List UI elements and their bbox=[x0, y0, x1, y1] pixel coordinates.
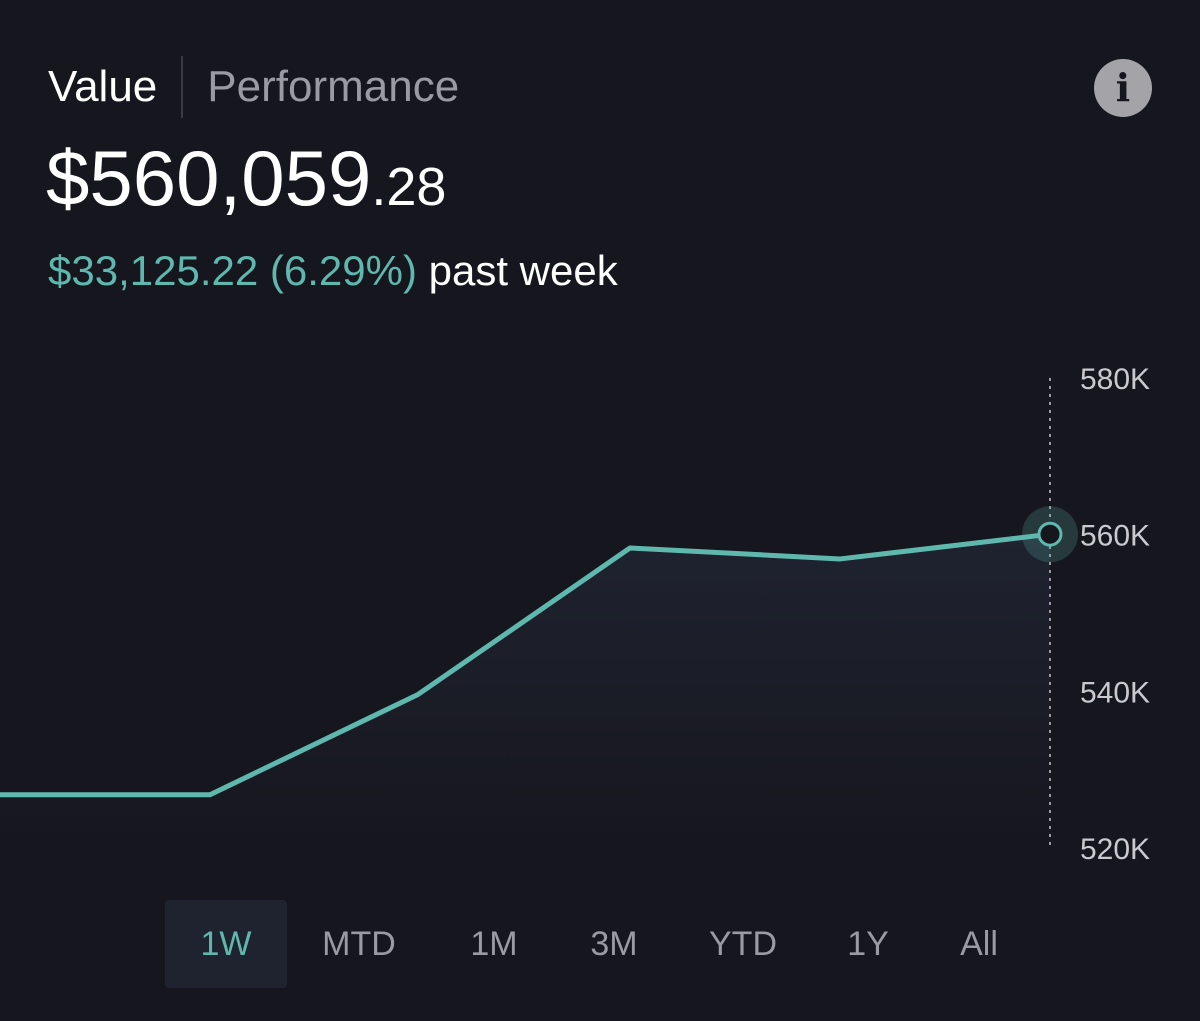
range-1w-button[interactable]: 1W bbox=[165, 900, 287, 988]
y-tick-label: 580K bbox=[1080, 363, 1150, 396]
range-1m-button[interactable]: 1M bbox=[470, 925, 518, 963]
range-mtd-button[interactable]: MTD bbox=[322, 925, 396, 963]
view-tabs: Value Performance bbox=[48, 56, 459, 118]
chart-area-fill bbox=[0, 534, 1050, 848]
portfolio-change: $33,125.22 (6.29%) past week bbox=[48, 246, 618, 296]
range-3m-button[interactable]: 3M bbox=[590, 925, 638, 963]
range-1y-button[interactable]: 1Y bbox=[847, 925, 889, 963]
range-selector: 1W MTD 1M 3M YTD 1Y All bbox=[0, 900, 1200, 988]
y-tick-label: 540K bbox=[1080, 676, 1150, 709]
tab-value[interactable]: Value bbox=[48, 62, 158, 111]
chart-highlight-point[interactable] bbox=[1037, 521, 1063, 547]
y-tick-label: 560K bbox=[1080, 520, 1150, 553]
range-all-button[interactable]: All bbox=[960, 925, 998, 963]
value-chart[interactable]: 520K 540K 560K 580K bbox=[0, 0, 1200, 900]
tab-divider bbox=[181, 56, 184, 118]
change-period: past week bbox=[428, 247, 618, 294]
range-ytd-button[interactable]: YTD bbox=[709, 925, 777, 963]
info-icon[interactable]: i bbox=[1094, 59, 1152, 117]
y-tick-label: 520K bbox=[1080, 833, 1150, 866]
change-amount: $33,125.22 (6.29%) bbox=[48, 247, 417, 294]
portfolio-value: $560,059.28 bbox=[46, 138, 446, 241]
portfolio-value-cents: .28 bbox=[371, 157, 447, 217]
tab-performance[interactable]: Performance bbox=[207, 62, 460, 111]
chart-series-line bbox=[0, 531, 1051, 798]
portfolio-value-dollars: $560,059 bbox=[46, 134, 372, 222]
